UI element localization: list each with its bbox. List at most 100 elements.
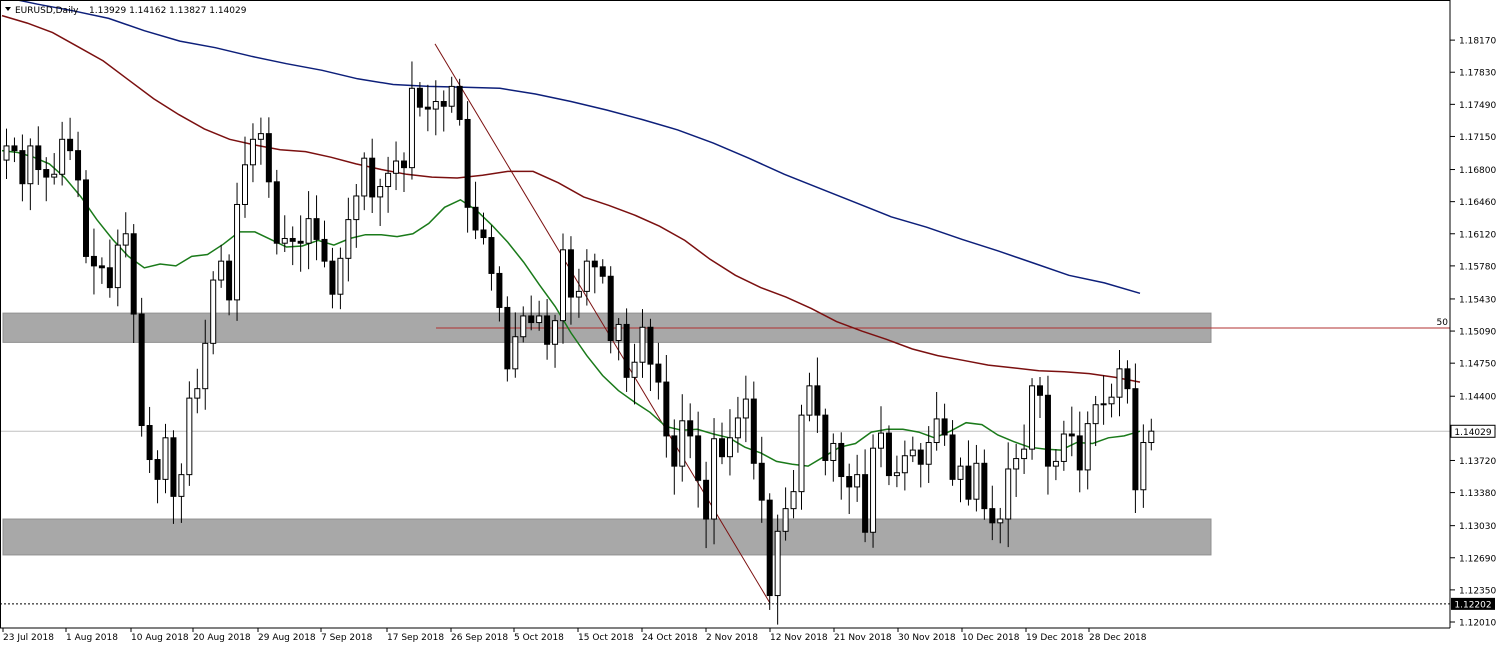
candle-body — [43, 169, 50, 178]
candle-body — [75, 150, 82, 181]
candle-body — [257, 133, 264, 140]
y-tick-label: 1.17150 — [1459, 133, 1496, 143]
candle-body — [758, 462, 765, 501]
candle-body — [480, 229, 487, 239]
x-tick-label: 5 Oct 2018 — [514, 633, 564, 643]
x-tick-label: 1 Aug 2018 — [66, 633, 118, 643]
candle-body — [615, 323, 622, 342]
x-tick-label: 15 Oct 2018 — [578, 633, 634, 643]
candle-body — [591, 260, 598, 268]
candle-body — [337, 257, 344, 295]
y-tick-label: 1.13380 — [1459, 489, 1496, 499]
candle-body — [1060, 433, 1067, 462]
candle-body — [3, 145, 10, 161]
candle-body — [27, 145, 34, 185]
candle-body — [178, 474, 185, 497]
candle-body — [162, 437, 169, 480]
candle-body — [138, 313, 145, 427]
candle-body — [798, 414, 805, 493]
candle-body — [544, 315, 551, 345]
candle-body — [114, 244, 121, 289]
candle-body — [488, 237, 495, 274]
candle-body — [933, 418, 940, 444]
candle-body — [202, 342, 209, 390]
candle-body — [536, 315, 543, 324]
ma-green-line — [1, 149, 1141, 467]
x-tick-label: 10 Aug 2018 — [131, 633, 189, 643]
candle-body — [265, 133, 272, 183]
candle-body — [218, 260, 225, 281]
candle-body — [432, 101, 439, 110]
candle-body — [1037, 385, 1043, 396]
low-price-label: 1.12202 — [1454, 600, 1491, 610]
symbol-label: EURUSD,Daily — [15, 6, 79, 16]
candle-body — [742, 398, 749, 419]
candle-body — [639, 326, 646, 363]
candle-body — [369, 157, 376, 198]
candle-body — [210, 279, 217, 344]
candle-body — [734, 417, 741, 439]
candle-body — [361, 157, 368, 197]
candle-body — [67, 138, 74, 152]
candle-body — [679, 420, 686, 467]
candle-body — [941, 418, 948, 436]
x-tick-label: 21 Nov 2018 — [834, 633, 892, 643]
candle-body — [472, 206, 479, 231]
candle-body — [305, 218, 312, 244]
candle-body — [122, 233, 129, 246]
candle-body — [1132, 388, 1139, 491]
candle-body — [146, 425, 153, 461]
candle-body — [599, 266, 606, 277]
candle-body — [249, 138, 256, 166]
candle-body — [957, 465, 964, 480]
candle-body — [1068, 433, 1075, 437]
candle-body — [567, 249, 574, 298]
y-tick-label: 1.12350 — [1459, 586, 1496, 596]
y-tick-label: 1.13030 — [1459, 522, 1496, 532]
candle-body — [687, 420, 694, 437]
candle-body — [1044, 394, 1051, 467]
candle-body — [59, 138, 66, 175]
candle-body — [830, 442, 837, 461]
x-tick-label: 23 Jul 2018 — [3, 633, 54, 643]
candle-body — [1021, 448, 1028, 460]
candle-body — [989, 508, 996, 524]
ma-blue-line — [14, 0, 1141, 295]
candle-body — [377, 186, 384, 198]
candle-body — [1108, 396, 1115, 405]
candle-body — [106, 267, 113, 289]
y-tick-label: 1.14400 — [1459, 393, 1496, 403]
x-tick-label: 29 Aug 2018 — [258, 633, 316, 643]
candle-body — [289, 237, 296, 242]
candle-body — [448, 85, 455, 107]
candle-body — [1100, 403, 1107, 406]
candle-body — [878, 432, 884, 449]
candle-body — [90, 255, 97, 267]
sr-zone-2 — [2, 518, 1212, 556]
candle-body — [854, 474, 861, 488]
dropdown-triangle-icon[interactable] — [5, 7, 11, 11]
candle-body — [790, 491, 797, 510]
y-tick-label: 1.15780 — [1459, 262, 1496, 272]
candle-body — [1084, 423, 1091, 471]
candle-body — [885, 432, 892, 477]
candle-body — [1116, 368, 1123, 398]
candle-body — [901, 455, 908, 474]
candle-body — [226, 260, 233, 301]
ohlc-label: 1.13929 1.14162 1.13827 1.14029 — [89, 6, 247, 16]
x-tick-label: 12 Nov 2018 — [770, 633, 828, 643]
candle-body — [1076, 435, 1083, 471]
candle-body — [655, 363, 662, 383]
candle-body — [973, 462, 980, 500]
candle-body — [1005, 468, 1012, 520]
candle-body — [154, 459, 161, 480]
candle-body — [909, 449, 916, 457]
ma-red-line — [1, 14, 1141, 383]
candle-body — [583, 260, 590, 292]
candle-body — [496, 272, 503, 308]
x-axis: 23 Jul 2018 1 Aug 2018 10 Aug 2018 20 Aug 2… — [2, 628, 1147, 643]
candle-body — [814, 385, 821, 416]
candle-body — [520, 315, 527, 338]
candle-body — [1124, 368, 1131, 390]
x-tick-label: 10 Dec 2018 — [962, 633, 1020, 643]
